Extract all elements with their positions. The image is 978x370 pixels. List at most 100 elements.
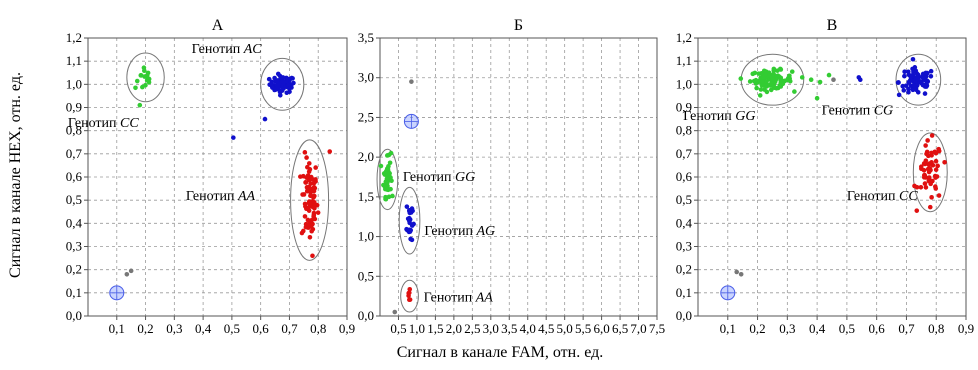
data-point (919, 74, 925, 80)
x-tick-label: 0,3 (166, 321, 182, 336)
data-point (831, 77, 836, 82)
data-point (411, 221, 416, 227)
x-tick-label: 1,5 (427, 321, 443, 336)
genotype-annotation: Генотип AA (424, 291, 494, 306)
data-point (922, 91, 928, 96)
data-point (758, 87, 764, 92)
data-point (308, 193, 313, 199)
x-tick-label: 0,5 (839, 321, 855, 336)
annotation-genotype: AA (475, 291, 494, 306)
x-tick-label: 0,6 (253, 321, 270, 336)
x-tick-label: 3,0 (483, 321, 499, 336)
data-point (311, 210, 317, 216)
data-point (383, 196, 389, 202)
data-point (929, 195, 934, 200)
data-point (901, 88, 907, 93)
data-point (914, 208, 920, 213)
data-point (407, 290, 412, 295)
y-tick-label: 0,3 (66, 239, 82, 254)
annotation-prefix: Генотип (847, 189, 899, 204)
data-point (929, 133, 935, 138)
y-tick-label: 1,2 (676, 30, 692, 45)
cluster-ellipse (895, 53, 942, 106)
data-point (738, 272, 744, 277)
x-tick-label: 6,0 (593, 321, 609, 336)
panel-title: А (212, 17, 224, 34)
data-point (143, 82, 148, 88)
data-point (301, 192, 307, 197)
data-point (764, 79, 769, 84)
data-point (927, 175, 932, 180)
data-point (407, 297, 413, 302)
y-tick-label: 0,0 (676, 308, 692, 323)
y-tick-label: 3,5 (358, 30, 374, 45)
x-tick-label: 0,1 (109, 321, 125, 336)
y-tick-label: 0,8 (676, 123, 692, 138)
data-point (942, 159, 947, 165)
data-point (759, 83, 765, 88)
genotype-annotation: Генотип AG (424, 224, 495, 239)
data-point (906, 89, 911, 95)
data-point (266, 76, 272, 82)
data-point (814, 95, 820, 101)
data-point (383, 168, 389, 174)
y-tick-label: 1,0 (358, 229, 374, 244)
data-point (407, 227, 412, 233)
panel-1: А 0,1 0,2 0,3 0,4 0,5 0,6 0,7 0,8 0,9 0,0 0,1 0,2 0,3… (66, 17, 355, 336)
x-tick-label: 4,0 (520, 321, 536, 336)
panel-3: В 0,1 0,2 0,3 0,4 0,5 0,6 0,7 0,8 0,9 0,0 0,1 0,2 0,3… (676, 17, 974, 336)
data-point (315, 210, 321, 215)
y-tick-label: 1,1 (66, 53, 82, 68)
x-tick-label: 5,0 (557, 321, 573, 336)
data-point (384, 153, 390, 158)
data-point (761, 68, 767, 74)
y-tick-label: 1,5 (358, 189, 374, 204)
x-tick-label: 1,0 (409, 321, 425, 336)
data-point (764, 89, 770, 95)
data-point (933, 167, 939, 173)
data-point (378, 163, 384, 169)
x-tick-label: 0,5 (224, 321, 240, 336)
data-point (141, 65, 147, 71)
cluster-ellipse (400, 279, 419, 313)
data-point (935, 163, 940, 169)
data-point (926, 169, 932, 175)
cluster-ellipse (126, 52, 165, 103)
data-point (306, 161, 312, 166)
genotype-annotation: Генотип AC (192, 42, 263, 57)
panel-2: Б0,5 1,0 1,5 2,0 2,5 3,0 3,5 4,0 4,5 5,0 5,5 6,0 6,5… (358, 17, 665, 336)
annotation-prefix: Генотип (424, 291, 476, 306)
data-point (789, 69, 795, 74)
annotation-genotype: GG (735, 109, 755, 124)
y-tick-label: 1,2 (66, 30, 82, 45)
data-point (817, 79, 823, 85)
x-tick-label: 0,2 (137, 321, 153, 336)
data-point (923, 82, 929, 87)
ntc-marker (109, 285, 125, 301)
data-point (799, 75, 805, 80)
data-point (934, 174, 940, 179)
x-tick-label: 0,2 (749, 321, 765, 336)
genotype-annotation: Генотип CG (822, 103, 894, 118)
y-tick-label: 0,5 (66, 192, 82, 207)
data-point (928, 73, 934, 79)
data-point (279, 88, 285, 93)
annotation-genotype: AC (243, 42, 263, 57)
data-point (756, 71, 762, 76)
x-tick-label: 0,5 (390, 321, 406, 336)
annotation-prefix: Генотип (403, 170, 455, 185)
data-point (312, 204, 317, 209)
data-point (409, 79, 414, 84)
data-point (406, 215, 412, 221)
data-point (923, 143, 928, 148)
data-point (906, 79, 912, 85)
data-point (289, 75, 295, 81)
data-point (902, 73, 907, 79)
data-point (778, 80, 784, 85)
data-point (903, 83, 909, 89)
data-point (275, 71, 281, 77)
x-tick-label: 4,5 (538, 321, 554, 336)
data-point (276, 84, 281, 90)
data-point (124, 272, 130, 277)
data-point (285, 76, 291, 82)
